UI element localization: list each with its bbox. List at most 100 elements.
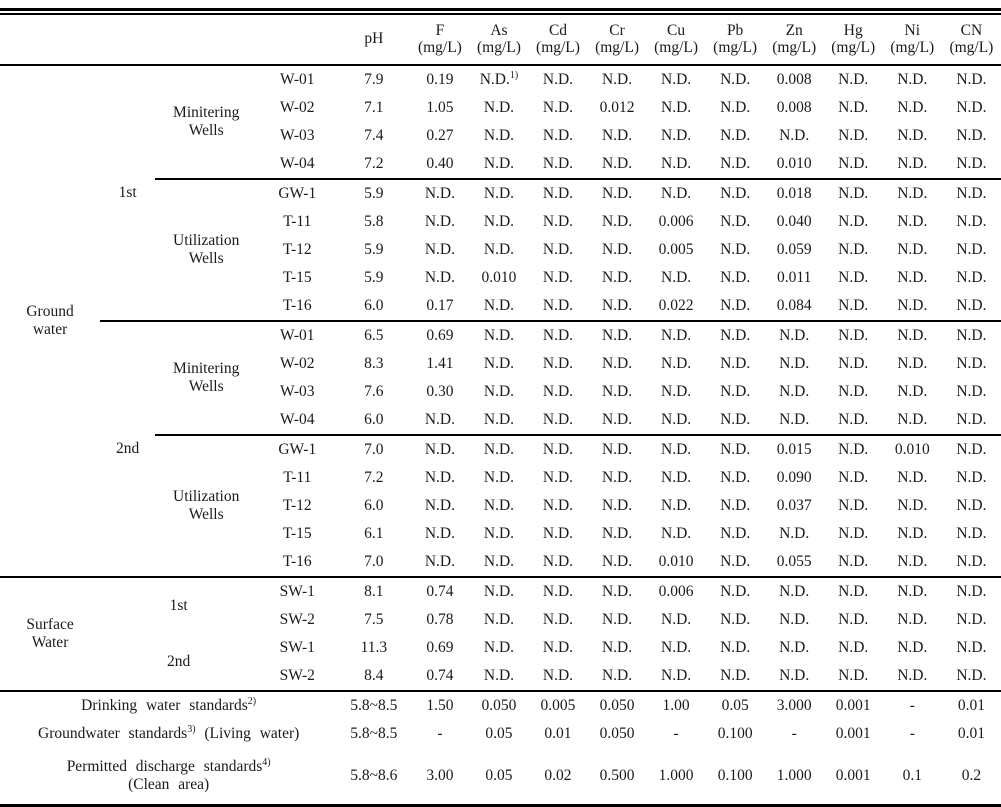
value-cell: N.D. xyxy=(956,99,987,117)
value-cell: N.D. xyxy=(528,320,588,350)
column-unit: (mg/L) xyxy=(772,39,817,56)
value-cell: N.D. xyxy=(838,553,869,571)
value-cell: N.D. xyxy=(542,269,574,287)
value-cell: N.D. xyxy=(823,576,883,606)
value-cell: 0.001 xyxy=(835,725,871,743)
value-cell: N.D. xyxy=(720,297,751,315)
value-cell: 0.001 xyxy=(823,690,883,720)
value-cell: N.D. xyxy=(542,553,574,571)
value-cell: N.D. xyxy=(897,99,928,117)
value-cell: N.D. xyxy=(838,355,869,373)
value-cell: N.D. xyxy=(779,383,810,401)
value-cell: N.D. xyxy=(601,155,633,173)
value-cell: N.D. xyxy=(601,241,633,259)
well-id: W-02 xyxy=(280,99,315,117)
value-cell: N.D. xyxy=(941,576,1001,606)
value-cell: - xyxy=(909,725,915,743)
value-cell: 0.010 xyxy=(776,155,812,173)
value-cell: 6.0 xyxy=(364,497,384,515)
value-cell: N.D. xyxy=(483,155,515,173)
column-unit: (mg/L) xyxy=(536,39,580,56)
table-row: W-03 7.4 0.27 N.D. N.D. N.D. N.D. N.D. N.D. N.D. N… xyxy=(0,122,1001,150)
value-cell: N.D. xyxy=(779,525,810,543)
value-cell: N.D. xyxy=(661,71,692,89)
table-row: T-12 6.0 N.D. N.D. N.D. N.D. N.D. N.D. 0.037 N.D.… xyxy=(0,492,1001,520)
value-cell: 5.9 xyxy=(364,269,384,287)
value-cell: N.D. xyxy=(838,383,869,401)
value-cell: N.D. xyxy=(661,355,692,373)
value-cell: N.D. xyxy=(410,178,470,208)
value-cell: 8.3 xyxy=(364,355,384,373)
table-row: T-11 5.8 N.D. N.D. N.D. N.D. 0.006 N.D. 0.040 N.D… xyxy=(0,208,1001,236)
value-cell: N.D. xyxy=(956,297,987,315)
value-cell: 7.5 xyxy=(364,611,384,629)
value-cell: N.D. xyxy=(542,213,574,231)
well-type-label: Utilization Wells xyxy=(155,434,258,577)
value-cell: 0.010 xyxy=(481,269,517,287)
value-cell: 0.012 xyxy=(599,99,635,117)
value-cell: N.D. xyxy=(956,497,987,515)
campaign-label: 1st xyxy=(118,184,137,202)
value-cell: 7.9 xyxy=(364,71,384,89)
value-cell: N.D. xyxy=(897,127,928,145)
value-cell: 6.0 xyxy=(364,411,384,429)
value-cell: 3.000 xyxy=(764,690,824,720)
value-cell: N.D. xyxy=(897,667,928,685)
value-cell: N.D. xyxy=(542,99,574,117)
value-cell: 0.100 xyxy=(717,725,753,743)
value-cell: N.D. xyxy=(956,525,987,543)
value-cell: N.D. xyxy=(764,576,824,606)
value-cell: 0.055 xyxy=(776,553,812,571)
value-cell: 7.1 xyxy=(364,99,384,117)
value-cell: 1.41 xyxy=(426,355,454,373)
value-cell: N.D. xyxy=(661,497,692,515)
value-cell: N.D. xyxy=(424,525,455,543)
value-cell: N.D. xyxy=(956,553,987,571)
well-id: GW-1 xyxy=(257,434,338,464)
value-cell: N.D. xyxy=(483,611,515,629)
value-cell: 0.010 xyxy=(882,434,942,464)
value-cell: 6.0 xyxy=(364,297,384,315)
value-cell: N.D. xyxy=(483,525,515,543)
value-cell: N.D. xyxy=(897,71,928,89)
group-label: Ground water xyxy=(26,303,74,338)
standard-label: Groundwater standards3) (Living water) xyxy=(38,723,300,743)
value-cell: N.D. xyxy=(542,241,574,259)
column-header-cn: CN (mg/L) xyxy=(941,15,1001,66)
value-cell: N.D. xyxy=(587,434,647,464)
table-row: 2nd Minitering Wells W-01 6.5 0.69 N.D. N.D. N.D… xyxy=(0,320,1001,577)
value-cell: N.D. xyxy=(779,355,810,373)
value-cell: N.D. xyxy=(661,155,692,173)
value-cell: N.D. xyxy=(483,241,515,259)
value-cell: N.D. xyxy=(720,99,751,117)
value-cell: N.D. xyxy=(483,213,515,231)
value-cell: 8.1 xyxy=(337,576,411,606)
value-cell: N.D.1) xyxy=(479,69,519,89)
value-cell: N.D. xyxy=(956,213,987,231)
table-row: W-03 7.6 0.30 N.D. N.D. N.D. N.D. N.D. N.D. N.D. N… xyxy=(0,378,1001,406)
value-cell: 8.4 xyxy=(364,667,384,685)
value-cell: N.D. xyxy=(838,241,869,259)
value-cell: N.D. xyxy=(897,525,928,543)
value-cell: 0.100 xyxy=(717,767,753,785)
standard-label: Drinking water standards2) xyxy=(0,690,338,720)
value-cell: 11.3 xyxy=(360,639,388,657)
column-unit: (mg/L) xyxy=(949,39,994,56)
value-cell: N.D. xyxy=(661,611,692,629)
value-cell: N.D. xyxy=(956,383,987,401)
value-cell: 0.30 xyxy=(426,383,454,401)
value-cell: N.D. xyxy=(601,497,633,515)
value-cell: N.D. xyxy=(542,127,574,145)
value-cell: N.D. xyxy=(720,383,751,401)
value-cell: 6.1 xyxy=(364,525,384,543)
value-cell: N.D. xyxy=(601,269,633,287)
value-cell: 0.015 xyxy=(764,434,824,464)
value-cell: N.D. xyxy=(838,611,869,629)
value-cell: 0.005 xyxy=(658,241,694,259)
value-cell: N.D. xyxy=(469,178,529,208)
value-cell: N.D. xyxy=(483,469,515,487)
value-cell: 0.05 xyxy=(705,690,765,720)
value-cell: N.D. xyxy=(956,269,987,287)
campaign-label: 2nd xyxy=(167,653,191,671)
well-id: T-15 xyxy=(282,269,312,287)
